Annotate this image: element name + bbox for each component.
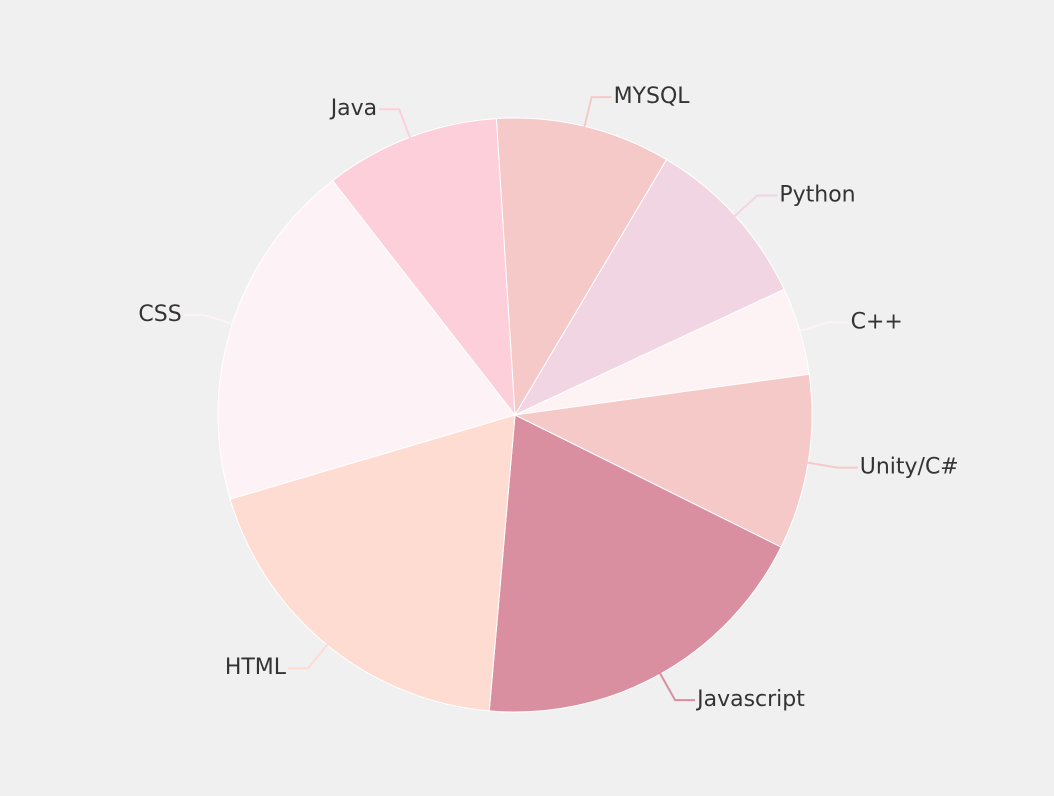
leader-line-mysql xyxy=(582,96,612,130)
slice-label-mysql: MYSQL xyxy=(614,84,691,109)
labels-layer: MYSQL Python C++ Unity/C# Javascript HTML CSS J… xyxy=(138,84,958,712)
slices-layer xyxy=(217,117,813,713)
leader-line-html xyxy=(288,642,330,670)
leader-line-javascript xyxy=(658,670,696,702)
leader-line-unity-c xyxy=(805,461,858,469)
leader-line-css xyxy=(183,313,236,326)
leader-line-c xyxy=(796,321,849,333)
slice-label-html: HTML xyxy=(225,655,287,680)
leader-lines-layer xyxy=(183,96,858,702)
slice-label-python: Python xyxy=(779,182,855,207)
slice-label-javascript: Javascript xyxy=(695,687,805,712)
leader-line-java xyxy=(379,108,412,141)
slice-label-css: CSS xyxy=(138,302,181,327)
leader-line-python xyxy=(732,194,778,219)
slice-label-java: Java xyxy=(329,96,377,121)
slice-label-c: C++ xyxy=(851,309,903,334)
slice-label-unity-c: Unity/C# xyxy=(860,455,959,480)
